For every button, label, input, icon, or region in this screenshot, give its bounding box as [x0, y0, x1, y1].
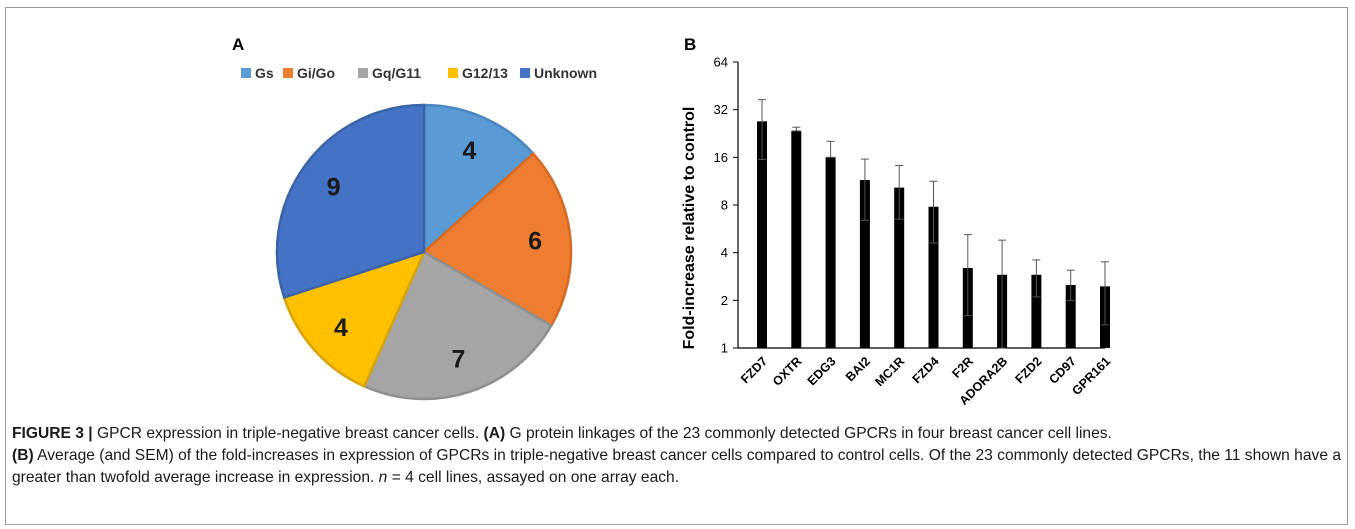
pie-data-label-g12-13: 4 [334, 314, 348, 342]
caption-b-text: Average (and SEM) of the fold-increases … [12, 447, 1341, 486]
bar-oxtr [791, 130, 802, 348]
x-tick-label-oxtr: OXTR [770, 354, 804, 388]
bar-chart-axes [733, 61, 1105, 349]
x-tick-label-f2r: F2R [949, 354, 976, 381]
caption-b-ref: (B) [12, 447, 34, 464]
legend-label-g12-13: G12/13 [462, 65, 508, 81]
figure-frame [5, 7, 1348, 525]
panel-a-label: A [232, 35, 244, 54]
y-tick-label: 16 [714, 150, 728, 165]
pie-data-label-gi-go: 6 [528, 227, 542, 255]
bar-fzd7 [757, 121, 767, 348]
pie-chart [275, 103, 573, 401]
bar-chart-error-bars [758, 99, 1109, 349]
pie-data-label-unknown: 9 [327, 173, 341, 201]
legend-swatch-gi-go [283, 68, 293, 78]
pie-slice-unknown [275, 103, 426, 300]
legend-swatch-gq-g11 [358, 68, 368, 78]
pie-slice-gs [422, 103, 536, 255]
y-tick-label: 32 [714, 102, 728, 117]
legend-swatch-unknown [520, 68, 530, 78]
caption-n-rest: = 4 cell lines, assayed on one array eac… [387, 469, 680, 486]
bar-bai2 [859, 180, 870, 348]
y-tick-label: 4 [721, 245, 728, 260]
bar-fzd4 [928, 206, 939, 348]
x-tick-label-fzd4: FZD4 [910, 354, 942, 386]
y-tick-label: 2 [721, 293, 728, 308]
caption-figure-label: FIGURE 3 | [12, 425, 93, 442]
pie-legend: Gs Gi/Go Gq/G11 G12/13 Unknown [241, 65, 597, 81]
pie-data-label-gs: 4 [462, 137, 476, 165]
x-tick-label-bai2: BAI2 [843, 354, 873, 384]
bar-y-axis-label: Fold-increase relative to control [681, 107, 698, 350]
x-tick-label-cd97: CD97 [1046, 354, 1079, 387]
x-tick-label-mc1r: MC1R [872, 354, 907, 389]
caption-n-italic: n [378, 469, 388, 486]
x-tick-label-gpr161: GPR161 [1069, 354, 1113, 398]
figure-caption: FIGURE 3 | GPCR expression in triple-neg… [12, 423, 1342, 489]
pie-slice-g12-13 [282, 249, 427, 388]
figure-svg: A B Gs Gi/Go Gq/G11 G12/13 Unknown 4 6 7 4 9 1 2 4… [232, 35, 1114, 408]
x-tick-label-fzd7: FZD7 [738, 354, 770, 386]
pie-slice-gi-go [421, 151, 573, 328]
x-tick-label-edg3: EDG3 [805, 354, 839, 388]
bar-edg3 [825, 157, 836, 348]
legend-label-gq-g11: Gq/G11 [372, 65, 421, 81]
pie-data-label-gq-g11: 7 [452, 345, 466, 373]
bar-mc1r [894, 187, 905, 348]
caption-a-text: G protein linkages of the 23 commonly de… [505, 425, 1112, 442]
caption-a-ref: (A) [483, 425, 506, 442]
legend-label-unknown: Unknown [534, 65, 597, 81]
legend-swatch-g12-13 [448, 68, 458, 78]
pie-data-labels: 4 6 7 4 9 [327, 137, 542, 373]
y-tick-label: 64 [714, 55, 728, 70]
bar-cd97 [1065, 284, 1076, 348]
bar-fzd2 [1031, 274, 1042, 348]
legend-label-gs: Gs [255, 65, 274, 81]
legend-label-gi-go: Gi/Go [297, 65, 335, 81]
pie-slice-gq-g11 [362, 250, 554, 401]
panel-b-label: B [684, 35, 696, 54]
y-tick-label: 8 [721, 198, 728, 213]
legend-swatch-gs [241, 68, 251, 78]
caption-intro: GPCR expression in triple-negative breas… [92, 425, 484, 442]
x-tick-label-fzd2: FZD2 [1013, 354, 1045, 386]
y-tick-label: 1 [721, 341, 728, 356]
